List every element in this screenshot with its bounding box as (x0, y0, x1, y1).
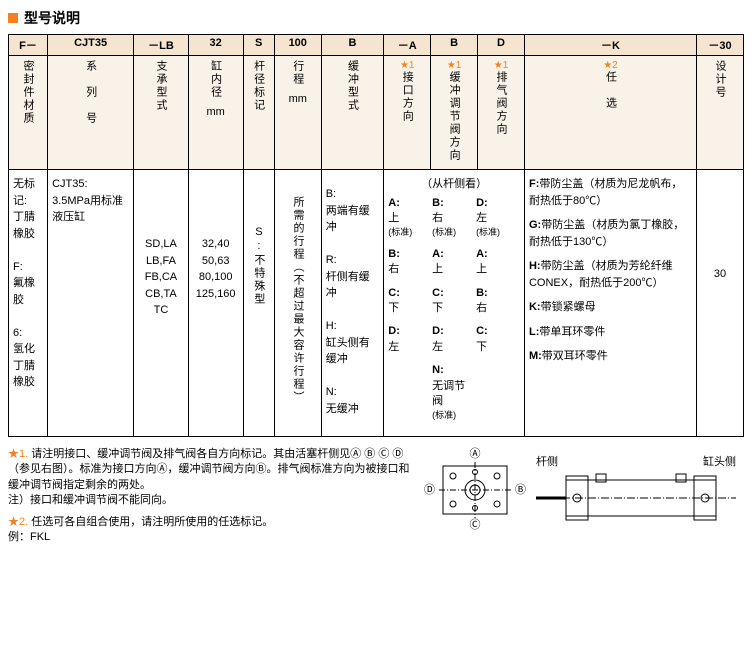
h2-cell: ★1缓冲调节阀方向 (431, 56, 478, 170)
footer: ★1. 请注明接口、缓冲调节阀及排气阀各自方向标记。其由活塞杆侧见Ⓐ Ⓑ Ⓒ Ⓓ… (8, 447, 744, 551)
accent-square (8, 13, 18, 23)
header-row-1: F－CJT35－LB32S100B－ABD－K－30 (9, 35, 744, 56)
cell-stroke: 所需的行程（不超过最大容许行程） (274, 170, 321, 437)
section-title: 型号说明 (8, 8, 744, 28)
h1-cell: －A (384, 35, 431, 56)
h1-cell: －LB (134, 35, 189, 56)
model-table: F－CJT35－LB32S100B－ABD－K－30 密封件材质系 列 号支承型… (8, 34, 744, 437)
h1-cell: B (431, 35, 478, 56)
h2-cell: ★2任 选 (524, 56, 696, 170)
header-row-2: 密封件材质系 列 号支承型式缸内径mm杆径标记行程mm缓冲型式★1接口方向★1缓… (9, 56, 744, 170)
diagrams: Ⓐ Ⓓ (424, 447, 744, 551)
cell-mount: SD,LALB,FAFB,CACB,TATC (134, 170, 189, 437)
h1-cell: －30 (696, 35, 743, 56)
cell-direction: （从杆侧看） A:上(标准)B:右C:下D:左 B:右(标准)A:上C:下D:左… (384, 170, 525, 437)
h1-cell: D (478, 35, 525, 56)
h1-cell: B (321, 35, 384, 56)
cell-series: CJT35:3.5MPa用标准液压缸 (48, 170, 134, 437)
footnotes: ★1. 请注明接口、缓冲调节阀及排气阀各自方向标记。其由活塞杆侧见Ⓐ Ⓑ Ⓒ Ⓓ… (8, 447, 424, 551)
h1-cell: 32 (188, 35, 243, 56)
h2-cell: 行程mm (274, 56, 321, 170)
h1-cell: S (243, 35, 274, 56)
h2-cell: 缓冲型式 (321, 56, 384, 170)
cell-rod: S:不特殊型 (243, 170, 274, 437)
h2-cell: 密封件材质 (9, 56, 48, 170)
h1-cell: F－ (9, 35, 48, 56)
title-text: 型号说明 (24, 8, 80, 28)
cell-seal: 无标记:丁腈橡胶 F:氟橡胶 6:氢化丁腈橡胶 (9, 170, 48, 437)
cell-options: F:带防尘盖（材质为尼龙帆布，耐热低于80℃）G:带防尘盖（材质为氯丁橡胶，耐热… (524, 170, 696, 437)
h1-cell: 100 (274, 35, 321, 56)
h2-cell: 设计号 (696, 56, 743, 170)
cell-bore: 32,4050,6380,100125,160 (188, 170, 243, 437)
h1-cell: CJT35 (48, 35, 134, 56)
h2-cell: 系 列 号 (48, 56, 134, 170)
h2-cell: 缸内径mm (188, 56, 243, 170)
diagram-end-view: Ⓐ Ⓓ (424, 447, 526, 534)
h1-cell: －K (524, 35, 696, 56)
h2-cell: 支承型式 (134, 56, 189, 170)
body-row: 无标记:丁腈橡胶 F:氟橡胶 6:氢化丁腈橡胶 CJT35:3.5MPa用标准液… (9, 170, 744, 437)
cell-cushion: B:两端有缓冲 R:杆侧有缓冲 H:缸头侧有缓冲 N:无缓冲 (321, 170, 384, 437)
dir-header: （从杆侧看） (388, 176, 520, 193)
diagram-side-view: 杆侧 缸头侧 (536, 455, 736, 526)
cell-design: 30 (696, 170, 743, 437)
h2-cell: 杆径标记 (243, 56, 274, 170)
h2-cell: ★1接口方向 (384, 56, 431, 170)
h2-cell: ★1排气阀方向 (478, 56, 525, 170)
